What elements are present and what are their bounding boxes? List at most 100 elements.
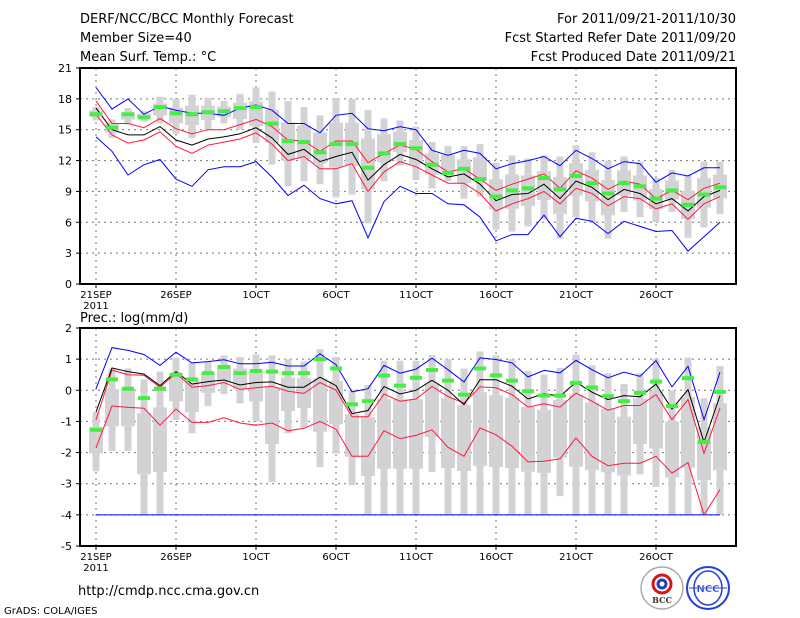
x-tick-label: 6OCT: [322, 552, 350, 563]
ensemble-box: [377, 134, 391, 163]
ensemble-mean-line: [95, 107, 721, 212]
median-mark: [666, 188, 678, 193]
median-mark: [522, 186, 534, 191]
median-mark: [298, 371, 310, 376]
y-tick-label: 3: [65, 247, 72, 260]
max-line: [95, 87, 720, 183]
ensemble-box: [505, 398, 519, 469]
ncc-logo-text: NCC: [696, 584, 719, 595]
median-mark: [250, 368, 262, 373]
median-mark: [410, 146, 422, 151]
y-tick-label: 0: [65, 384, 72, 397]
median-mark: [634, 390, 646, 395]
ensemble-box: [105, 389, 119, 427]
ensemble-box: [569, 394, 583, 467]
y-tick-label: 9: [65, 185, 72, 198]
median-mark: [586, 181, 598, 186]
precip-panel-title: Prec.: log(mm/d): [80, 311, 188, 326]
median-mark: [218, 109, 230, 114]
ensemble-box: [553, 399, 567, 458]
median-mark: [122, 112, 134, 117]
y-tick-label: 15: [58, 124, 72, 137]
ncc-logo: NCC: [686, 566, 730, 610]
precipitation-panel: -5 -4 -3 -2 -1 0 1 2 21SEP 26SEP 1OCT 6OCT 11OCT 16OC…: [61, 322, 737, 574]
year-label: 2011: [83, 301, 108, 312]
ensemble-box: [393, 399, 407, 469]
y-tick-label: 21: [58, 62, 72, 75]
x-tick-label: 11OCT: [399, 290, 434, 301]
median-mark: [714, 389, 726, 394]
ensemble-box: [569, 163, 583, 196]
ensemble-box: [553, 177, 567, 215]
median-mark: [122, 386, 134, 391]
median-mark: [618, 181, 630, 186]
bcc-logo-text: BCC: [652, 595, 672, 605]
ensemble-box: [89, 426, 103, 454]
median-mark: [154, 386, 166, 391]
median-mark: [474, 366, 486, 371]
ensemble-box: [265, 387, 279, 445]
grads-credit: GrADS: COLA/IGES: [4, 606, 98, 617]
y-tick-label: 12: [58, 155, 72, 168]
y-tick-label: 6: [65, 216, 72, 229]
ensemble-box: [393, 131, 407, 153]
median-mark: [570, 174, 582, 178]
ensemble-box: [601, 408, 615, 473]
ensemble-box: [489, 179, 503, 210]
ensemble-box: [313, 378, 327, 432]
median-mark: [234, 371, 246, 376]
forecast-period: For 2011/09/21-2011/10/30: [557, 12, 736, 27]
upper-spread-line: [95, 100, 721, 201]
ensemble-box: [473, 392, 487, 466]
ensemble-box: [601, 180, 615, 216]
ensemble-box: [409, 399, 423, 469]
x-tick-label: 26OCT: [639, 552, 674, 563]
median-mark: [682, 202, 694, 207]
x-tick-label: 21OCT: [559, 290, 594, 301]
ensemble-box: [633, 398, 647, 445]
y-tick-label: -2: [61, 447, 72, 460]
median-mark: [538, 176, 550, 181]
median-mark: [362, 399, 374, 404]
y-tick-label: -1: [61, 415, 72, 428]
median-mark: [346, 142, 358, 147]
median-mark: [394, 383, 406, 388]
year-label: 2011: [83, 563, 108, 574]
x-tick-label: 26SEP: [160, 552, 191, 563]
website-url[interactable]: http://cmdp.ncc.cma.gov.cn: [78, 584, 259, 599]
ensemble-mean-line: [95, 367, 721, 444]
ensemble-box: [441, 398, 455, 469]
ensemble-box: [169, 373, 183, 402]
lower-spread-line: [95, 405, 721, 517]
median-mark: [106, 125, 118, 130]
median-mark: [618, 399, 630, 404]
median-mark: [586, 385, 598, 390]
upper-spread-line: [95, 369, 721, 455]
ensemble-box: [281, 377, 295, 412]
median-mark: [378, 151, 390, 156]
median-mark: [570, 380, 582, 385]
median-mark: [410, 375, 422, 380]
median-mark: [490, 373, 502, 378]
x-tick-label: 16OCT: [479, 552, 514, 563]
x-tick-label: 21SEP: [80, 290, 111, 301]
x-tick-label: 11OCT: [399, 552, 434, 563]
ensemble-box: [585, 169, 599, 202]
y-tick-label: 18: [58, 93, 72, 106]
median-mark: [682, 376, 694, 381]
ensemble-box: [425, 384, 439, 437]
median-mark: [538, 393, 550, 398]
median-mark: [698, 439, 710, 444]
median-mark: [650, 379, 662, 384]
median-mark: [666, 404, 678, 409]
y-tick-label: 2: [65, 322, 72, 335]
median-mark: [474, 177, 486, 182]
median-mark: [698, 192, 710, 197]
member-size: Member Size=40: [80, 31, 192, 46]
ensemble-box: [617, 416, 631, 476]
figure-title: DERF/NCC/BCC Monthly Forecast: [80, 12, 294, 27]
ensemble-box: [361, 417, 375, 476]
ensemble-box: [521, 406, 535, 472]
median-mark: [138, 115, 150, 120]
